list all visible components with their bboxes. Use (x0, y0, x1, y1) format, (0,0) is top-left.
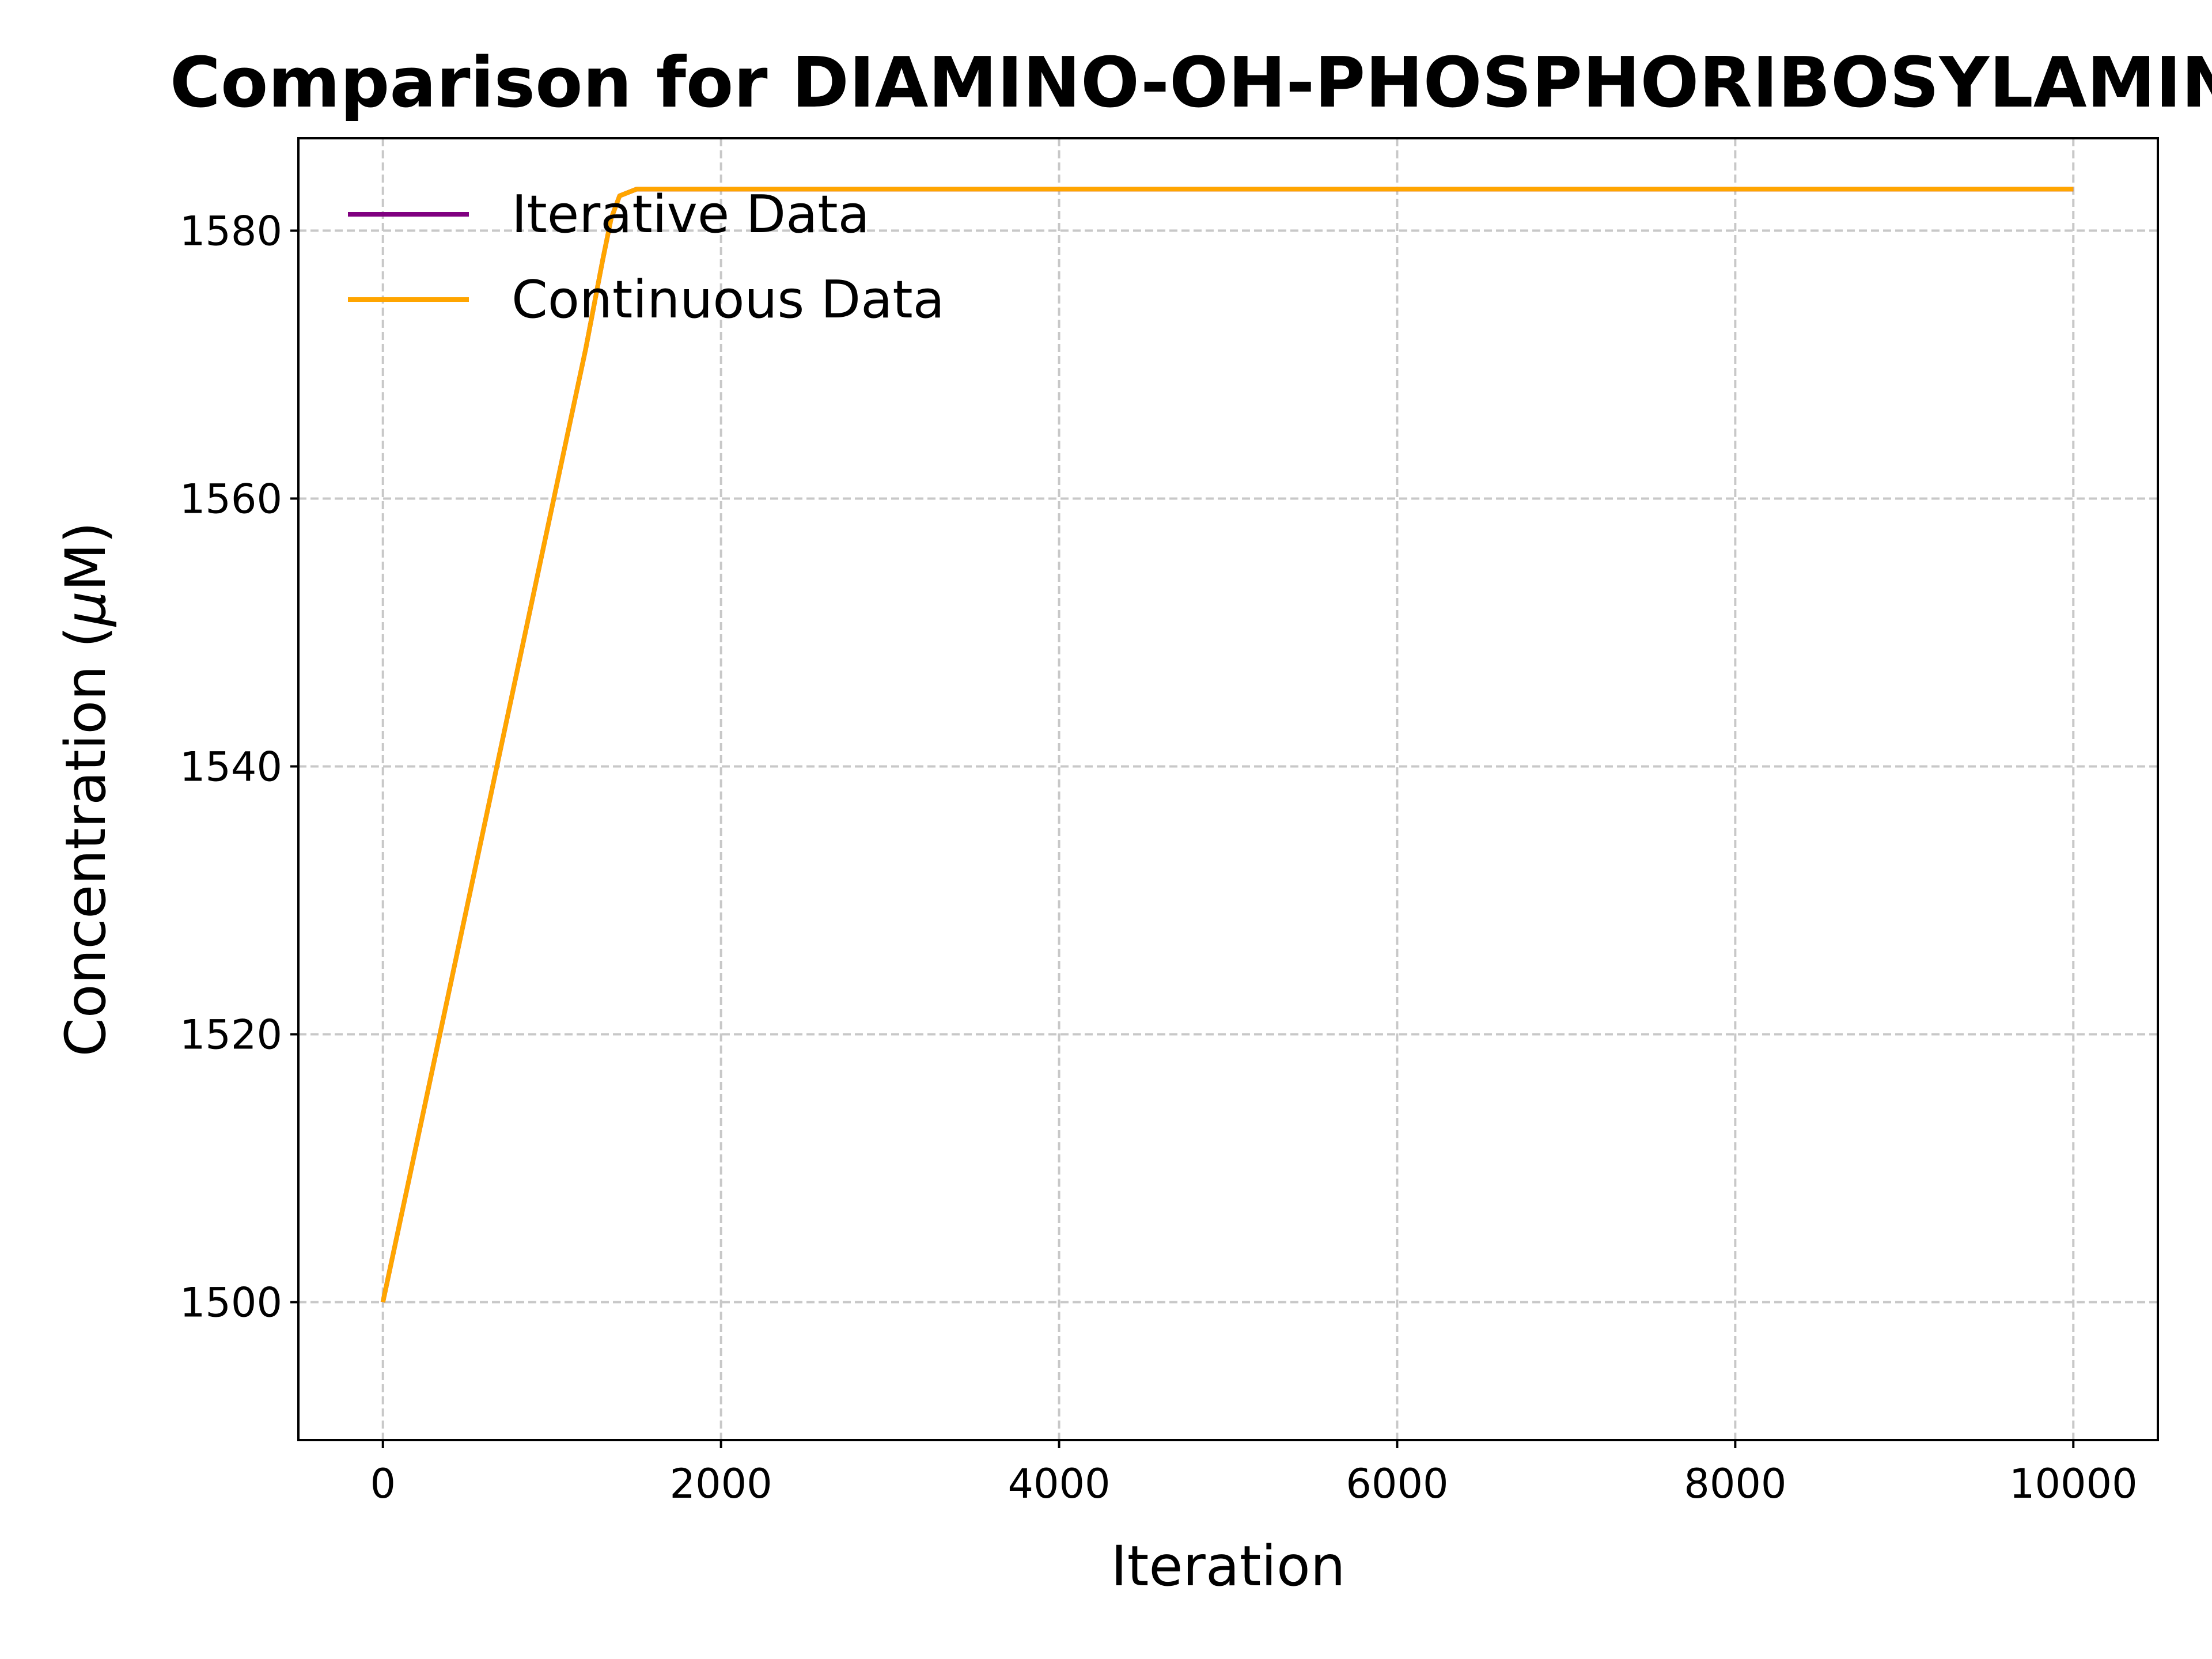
x-axis-label: Iteration (1111, 1534, 1345, 1599)
grid (298, 138, 2158, 1440)
legend: Iterative Data Continuous Data (348, 184, 945, 330)
y-tick-label: 1560 (180, 475, 282, 522)
y-axis-label-unit: M) (54, 522, 118, 591)
legend-label-continuous: Continuous Data (512, 270, 945, 330)
y-axis-label: Concentration (μM) (54, 522, 118, 1056)
y-tick-label: 1500 (180, 1279, 282, 1327)
x-tick-label: 4000 (1007, 1460, 1110, 1508)
x-tick-label: 8000 (1684, 1460, 1786, 1508)
y-tick-label: 1520 (180, 1011, 282, 1058)
y-axis-label-mu: μ (54, 591, 118, 627)
x-tick-label: 2000 (670, 1460, 772, 1508)
x-tick-label: 10000 (2009, 1460, 2138, 1508)
y-axis-label-main: Concentration ( (54, 626, 118, 1056)
y-tick-label: 1540 (180, 743, 282, 790)
y-tick-label: 1580 (180, 207, 282, 255)
series-lines (380, 187, 2074, 1303)
axis-ticks: 0 2000 4000 6000 8000 10000 1500 1520 1540 1560 15… (180, 207, 2138, 1508)
x-tick-label: 0 (370, 1460, 396, 1508)
series-line-continuous (380, 187, 2074, 1303)
plot-frame (297, 137, 2159, 1441)
legend-label-iterative: Iterative Data (512, 184, 870, 245)
chart-title: Comparison for DIAMINO-OH-PHOSPHORIBOSYL… (170, 43, 2212, 123)
x-tick-label: 6000 (1346, 1460, 1448, 1508)
